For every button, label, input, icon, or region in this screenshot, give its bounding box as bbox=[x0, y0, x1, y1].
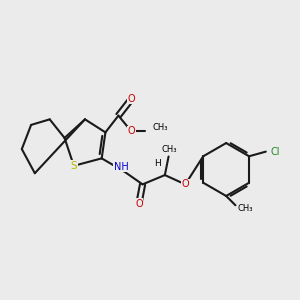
Text: CH₃: CH₃ bbox=[237, 205, 253, 214]
Text: Cl: Cl bbox=[271, 147, 280, 157]
Text: CH₃: CH₃ bbox=[162, 145, 177, 154]
Text: NH: NH bbox=[114, 162, 129, 172]
Text: O: O bbox=[182, 179, 189, 189]
Text: O: O bbox=[128, 94, 135, 104]
Text: CH₃: CH₃ bbox=[153, 123, 168, 132]
Text: O: O bbox=[128, 126, 135, 136]
Text: O: O bbox=[135, 199, 143, 209]
Text: H: H bbox=[154, 159, 161, 168]
Text: S: S bbox=[70, 161, 77, 171]
